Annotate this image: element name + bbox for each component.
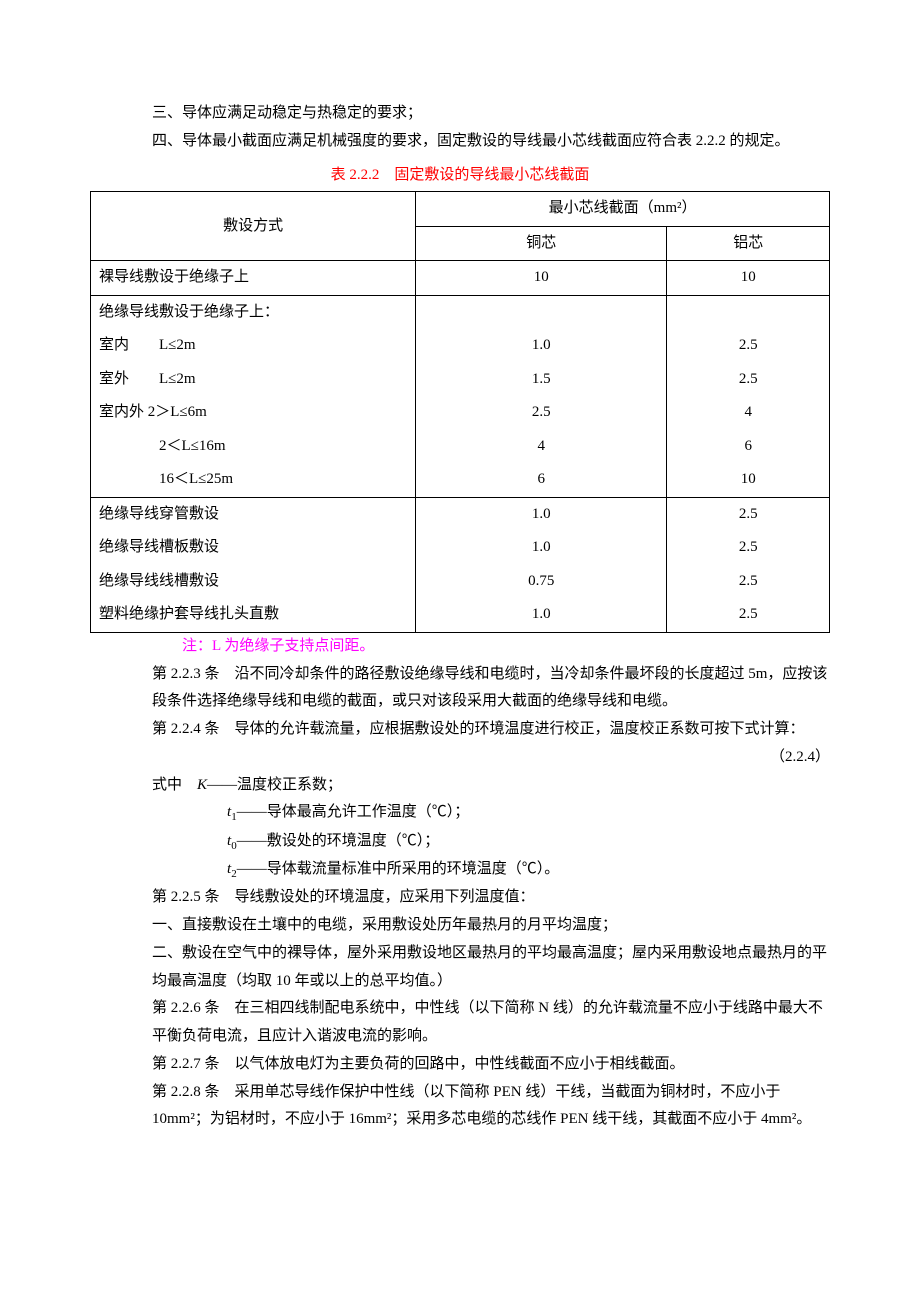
cell-copper: 2.5 xyxy=(416,396,667,430)
cell-method: 2＜L≤16m xyxy=(91,430,416,464)
intro-item-3: 三、导体应满足动稳定与热稳定的要求； xyxy=(152,100,830,128)
article-2-2-5: 第 2.2.5 条 导线敷设处的环境温度，应采用下列温度值： xyxy=(152,884,830,912)
th-copper: 铜芯 xyxy=(416,226,667,261)
th-aluminum: 铝芯 xyxy=(667,226,830,261)
article-2-2-8: 第 2.2.8 条 采用单芯导线作保护中性线（以下简称 PEN 线）干线，当截面… xyxy=(152,1079,830,1135)
table-row: 绝缘导线线槽敷设0.752.5 xyxy=(91,565,830,599)
cell-copper: 1.0 xyxy=(416,598,667,632)
cell-method: 室内 L≤2m xyxy=(91,329,416,363)
cell-method: 室内外 2＞L≤6m xyxy=(91,396,416,430)
definition-K: 式中 K——温度校正系数； xyxy=(152,772,830,800)
cell-copper: 4 xyxy=(416,430,667,464)
table-row: 绝缘导线槽板敷设1.02.5 xyxy=(91,531,830,565)
th-group: 最小芯线截面（mm²） xyxy=(416,192,830,227)
table-row: 塑料绝缘护套导线扎头直敷1.02.5 xyxy=(91,598,830,632)
cell-copper: 10 xyxy=(416,261,667,296)
article-2-2-3: 第 2.2.3 条 沿不同冷却条件的路径敷设绝缘导线和电缆时，当冷却条件最坏段的… xyxy=(152,661,830,717)
table-row: 绝缘导线敷设于绝缘子上： xyxy=(91,295,830,329)
table-note: 注：L 为绝缘子支持点间距。 xyxy=(182,633,830,661)
article-2-2-4: 第 2.2.4 条 导体的允许载流量，应根据敷设处的环境温度进行校正，温度校正系… xyxy=(152,716,830,744)
cell-aluminum: 2.5 xyxy=(667,531,830,565)
cell-method: 室外 L≤2m xyxy=(91,363,416,397)
cell-method: 绝缘导线线槽敷设 xyxy=(91,565,416,599)
table-row: 裸导线敷设于绝缘子上1010 xyxy=(91,261,830,296)
table-caption: 表 2.2.2 固定敷设的导线最小芯线截面 xyxy=(90,162,830,190)
cell-method: 绝缘导线槽板敷设 xyxy=(91,531,416,565)
cell-copper xyxy=(416,295,667,329)
cell-aluminum: 6 xyxy=(667,430,830,464)
article-2-2-5-item2: 二、敷设在空气中的裸导体，屋外采用敷设地区最热月的平均最高温度；屋内采用敷设地点… xyxy=(152,940,830,996)
table-row: 绝缘导线穿管敷设1.02.5 xyxy=(91,497,830,531)
cell-aluminum: 2.5 xyxy=(667,497,830,531)
cell-method: 16＜L≤25m xyxy=(91,463,416,497)
cell-method: 绝缘导线穿管敷设 xyxy=(91,497,416,531)
article-2-2-7: 第 2.2.7 条 以气体放电灯为主要负荷的回路中，中性线截面不应小于相线截面。 xyxy=(152,1051,830,1079)
cell-aluminum: 2.5 xyxy=(667,363,830,397)
definition-t0: t0——敷设处的环境温度（℃）； xyxy=(182,828,830,856)
definition-t1: t1——导体最高允许工作温度（℃）； xyxy=(182,799,830,827)
cell-method: 塑料绝缘护套导线扎头直敷 xyxy=(91,598,416,632)
cell-copper: 1.0 xyxy=(416,497,667,531)
cell-copper: 1.0 xyxy=(416,531,667,565)
cell-aluminum xyxy=(667,295,830,329)
cell-method: 裸导线敷设于绝缘子上 xyxy=(91,261,416,296)
cross-section-table: 敷设方式 最小芯线截面（mm²） 铜芯 铝芯 裸导线敷设于绝缘子上1010绝缘导… xyxy=(90,191,830,633)
intro-item-4: 四、导体最小截面应满足机械强度的要求，固定敷设的导线最小芯线截面应符合表 2.2… xyxy=(152,128,830,156)
article-2-2-5-item1: 一、直接敷设在土壤中的电缆，采用敷设处历年最热月的月平均温度； xyxy=(152,912,830,940)
th-method: 敷设方式 xyxy=(91,192,416,261)
cell-aluminum: 2.5 xyxy=(667,329,830,363)
table-row: 室外 L≤2m1.52.5 xyxy=(91,363,830,397)
article-2-2-6: 第 2.2.6 条 在三相四线制配电系统中，中性线（以下简称 N 线）的允许载流… xyxy=(152,995,830,1051)
cell-aluminum: 10 xyxy=(667,463,830,497)
table-row: 室内外 2＞L≤6m2.54 xyxy=(91,396,830,430)
cell-aluminum: 2.5 xyxy=(667,565,830,599)
cell-aluminum: 4 xyxy=(667,396,830,430)
cell-copper: 1.5 xyxy=(416,363,667,397)
table-row: 室内 L≤2m1.02.5 xyxy=(91,329,830,363)
table-row: 2＜L≤16m46 xyxy=(91,430,830,464)
cell-aluminum: 2.5 xyxy=(667,598,830,632)
equation-number: （2.2.4） xyxy=(90,744,830,772)
cell-copper: 0.75 xyxy=(416,565,667,599)
cell-copper: 6 xyxy=(416,463,667,497)
cell-method: 绝缘导线敷设于绝缘子上： xyxy=(91,295,416,329)
cell-copper: 1.0 xyxy=(416,329,667,363)
definition-t2: t2——导体载流量标准中所采用的环境温度（℃）。 xyxy=(182,856,830,884)
cell-aluminum: 10 xyxy=(667,261,830,296)
table-row: 16＜L≤25m610 xyxy=(91,463,830,497)
